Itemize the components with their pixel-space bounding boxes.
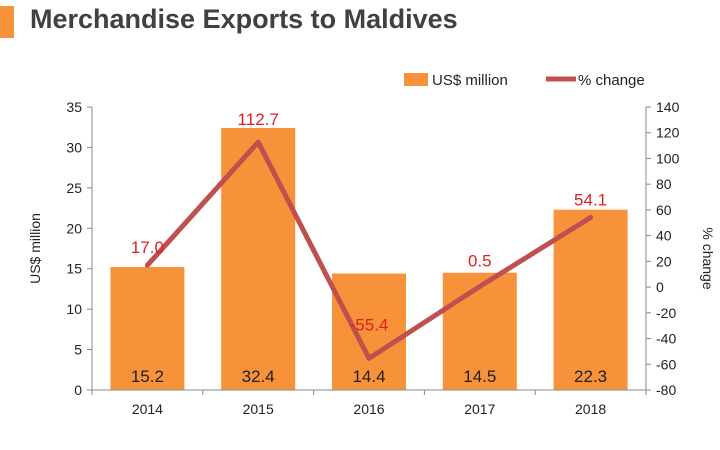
left-tick-label: 30 [66, 139, 82, 155]
pct-point-2014 [145, 263, 150, 268]
right-tick-label: 0 [656, 279, 664, 295]
right-tick-label: -60 [656, 356, 676, 372]
y2-axis-title: % change [700, 227, 716, 289]
right-tick-label: 120 [656, 125, 680, 141]
pct-value-label: 0.5 [468, 251, 492, 270]
legend: US$ million % change [404, 72, 645, 89]
x-tick-label: 2018 [575, 401, 606, 417]
bar-2014 [110, 267, 185, 390]
left-tick-label: 25 [66, 180, 82, 196]
right-tick-label: 40 [656, 228, 672, 244]
left-tick-label: 5 [74, 342, 82, 358]
bar-value-label: 22.3 [574, 367, 607, 386]
bars [110, 128, 628, 390]
bar-value-label: 15.2 [131, 367, 164, 386]
pct-value-label: -55.4 [350, 315, 389, 334]
right-tick-label: 80 [656, 176, 672, 192]
right-tick-label: -80 [656, 382, 676, 398]
left-tick-label: 20 [66, 220, 82, 236]
pct-value-label: 112.7 [238, 110, 279, 129]
data-labels: 15.2 32.4 14.4 14.5 22.3 17.0 112.7 -55.4 0.5 54.… [131, 110, 607, 386]
legend-bar-swatch [404, 73, 428, 86]
x-tick-label: 2016 [353, 401, 384, 417]
pct-point-2016 [367, 356, 371, 361]
left-tick-label: 10 [66, 301, 82, 317]
legend-line-label: % change [578, 72, 645, 89]
right-tick-label: -40 [656, 331, 676, 347]
pct-value-label: 17.0 [131, 238, 164, 257]
x-tick-label: 2014 [132, 401, 163, 417]
pct-point-2018 [588, 215, 593, 220]
x-tick-label: 2015 [243, 401, 274, 417]
left-tick-label: 35 [66, 99, 82, 115]
pct-line [144, 139, 594, 361]
right-tick-label: 140 [656, 99, 680, 115]
axes: 0 5 10 15 20 25 30 35 -80 -60 -40 -20 0 20 40 60 80 100 12… [27, 99, 716, 417]
page-title: Merchandise Exports to Maldives [30, 4, 458, 34]
bar-2016 [332, 273, 406, 390]
bar-2017 [442, 272, 517, 390]
pct-point-2015 [256, 140, 261, 145]
bar-value-label: 32.4 [242, 367, 275, 386]
bar-value-label: 14.4 [352, 367, 385, 386]
legend-bar-label: US$ million [432, 72, 508, 89]
title-accent-bar [0, 6, 14, 38]
right-tick-label: -20 [656, 305, 676, 321]
right-tick-label: 20 [656, 253, 672, 269]
right-tick-label: 100 [656, 150, 680, 166]
pct-point-2017 [477, 284, 482, 289]
bar-2018 [553, 209, 628, 390]
bar-value-label: 14.5 [463, 367, 496, 386]
left-tick-label: 0 [74, 382, 82, 398]
right-tick-label: 60 [656, 202, 672, 218]
pct-value-label: 54.1 [574, 190, 607, 209]
x-tick-label: 2017 [464, 401, 495, 417]
y-axis-title: US$ million [27, 213, 43, 284]
left-tick-label: 15 [66, 261, 82, 277]
